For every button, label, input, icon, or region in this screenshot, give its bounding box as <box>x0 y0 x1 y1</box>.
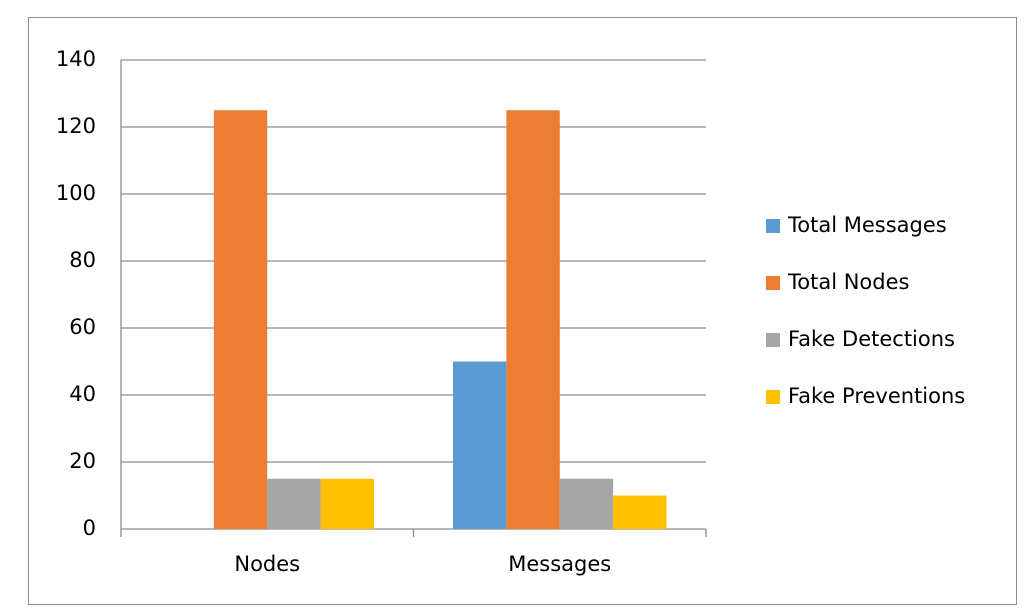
y-tick-label: 60 <box>69 315 96 339</box>
y-tick-label: 20 <box>69 449 96 473</box>
y-tick-label: 100 <box>56 181 96 205</box>
bar <box>506 110 560 529</box>
x-tick-label: Messages <box>508 552 611 576</box>
x-tick-label: Nodes <box>234 552 300 576</box>
legend-swatch <box>766 333 780 347</box>
y-tick-label: 140 <box>56 47 96 71</box>
legend-label: Fake Detections <box>788 327 955 351</box>
legend-swatch <box>766 276 780 290</box>
bar <box>613 495 667 529</box>
y-tick-label: 0 <box>83 516 96 540</box>
bar <box>452 361 507 529</box>
bar <box>559 478 614 529</box>
y-tick-label: 120 <box>56 114 96 138</box>
legend-label: Total Nodes <box>787 270 909 294</box>
y-tick-label: 80 <box>69 248 96 272</box>
bar <box>213 110 268 529</box>
y-tick-label: 40 <box>69 382 96 406</box>
legend-swatch <box>766 390 780 404</box>
legend-label: Total Messages <box>787 213 947 237</box>
bar <box>267 478 321 529</box>
legend-swatch <box>766 219 780 233</box>
bar <box>320 478 375 529</box>
legend-label: Fake Preventions <box>788 384 965 408</box>
